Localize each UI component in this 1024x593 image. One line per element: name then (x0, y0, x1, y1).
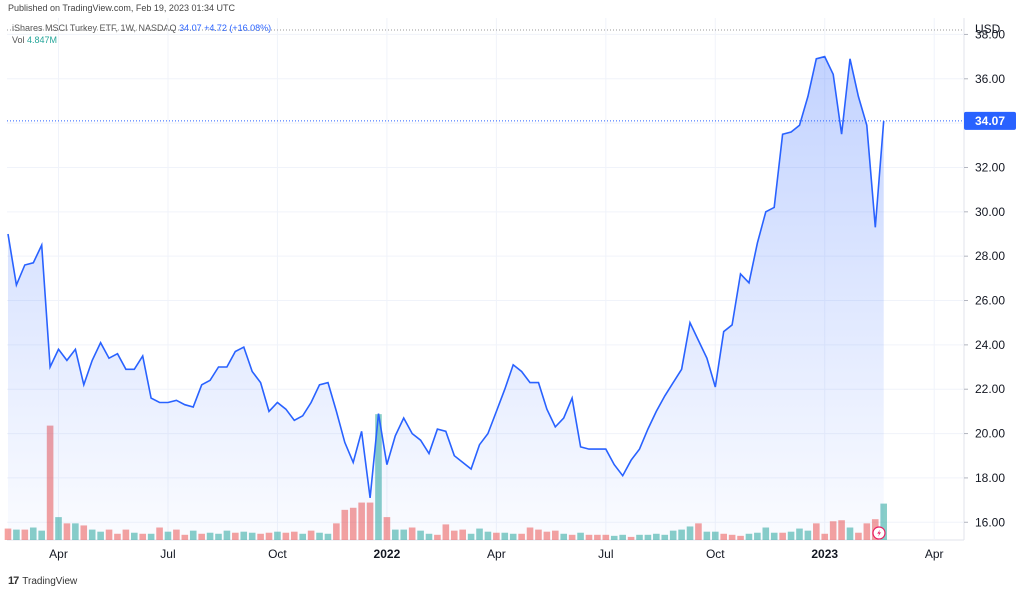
price-tick-label: 24.00 (975, 338, 1005, 352)
published-caption: Published on TradingView.com, Feb 19, 20… (8, 3, 235, 13)
time-tick-label: Jul (598, 547, 613, 561)
time-tick-label: Oct (268, 547, 287, 561)
price-tick-label: 22.00 (975, 382, 1005, 396)
price-tick-label: 30.00 (975, 205, 1005, 219)
price-tick-label: 20.00 (975, 427, 1005, 441)
price-tick-label: 32.00 (975, 160, 1005, 174)
legend-vol-value: 4.847M (27, 35, 58, 45)
lightning-icon[interactable] (872, 526, 886, 540)
time-tick-label: Apr (49, 547, 68, 561)
tradingview-logo-icon: 17 (8, 575, 19, 587)
price-badge: 34.07 (964, 111, 1016, 130)
price-area-fill (8, 56, 884, 540)
price-tick-label: 28.00 (975, 249, 1005, 263)
legend-last-price: 34.07 (179, 23, 202, 33)
price-line (7, 55, 885, 499)
tradingview-footer[interactable]: 17 TradingView (8, 575, 77, 587)
volume-bar (4, 528, 12, 540)
time-tick-label: Jul (160, 547, 175, 561)
legend-change: +4.72 (+16.08%) (204, 23, 272, 33)
price-tick-label: 38.00 (975, 27, 1005, 41)
time-tick-label: 2023 (811, 547, 838, 561)
price-tick-label: 36.00 (975, 72, 1005, 86)
chart-legend: iShares MSCI Turkey ETF, 1W, NASDAQ 34.0… (12, 22, 271, 46)
time-tick-label: 2022 (374, 547, 401, 561)
price-badge-bg (964, 111, 1016, 130)
time-tick-label: Oct (706, 547, 725, 561)
price-tick-label: 26.00 (975, 294, 1005, 308)
price-tick-label: 16.00 (975, 515, 1005, 529)
time-tick-label: Apr (925, 547, 944, 561)
time-axis[interactable]: Apr Jul Oct 2022 Apr Jul Oct 2023 Apr (49, 547, 943, 561)
currency-label: USD (975, 22, 1001, 36)
legend-price-row: iShares MSCI Turkey ETF, 1W, NASDAQ 34.0… (12, 22, 271, 34)
price-tick-label: 18.00 (975, 471, 1005, 485)
legend-vol-label[interactable]: Vol (12, 35, 25, 45)
time-tick-label: Apr (487, 547, 506, 561)
price-badge-text: 34.07 (975, 114, 1005, 128)
tradingview-brand: TradingView (22, 575, 78, 587)
price-axis[interactable]: 16.00 18.00 20.00 22.00 24.00 26.00 28.00 30.00… (964, 27, 1005, 529)
legend-volume-row: Vol 4.847M (12, 34, 271, 46)
legend-symbol-name[interactable]: iShares MSCI Turkey ETF, 1W, NASDAQ (12, 23, 177, 33)
